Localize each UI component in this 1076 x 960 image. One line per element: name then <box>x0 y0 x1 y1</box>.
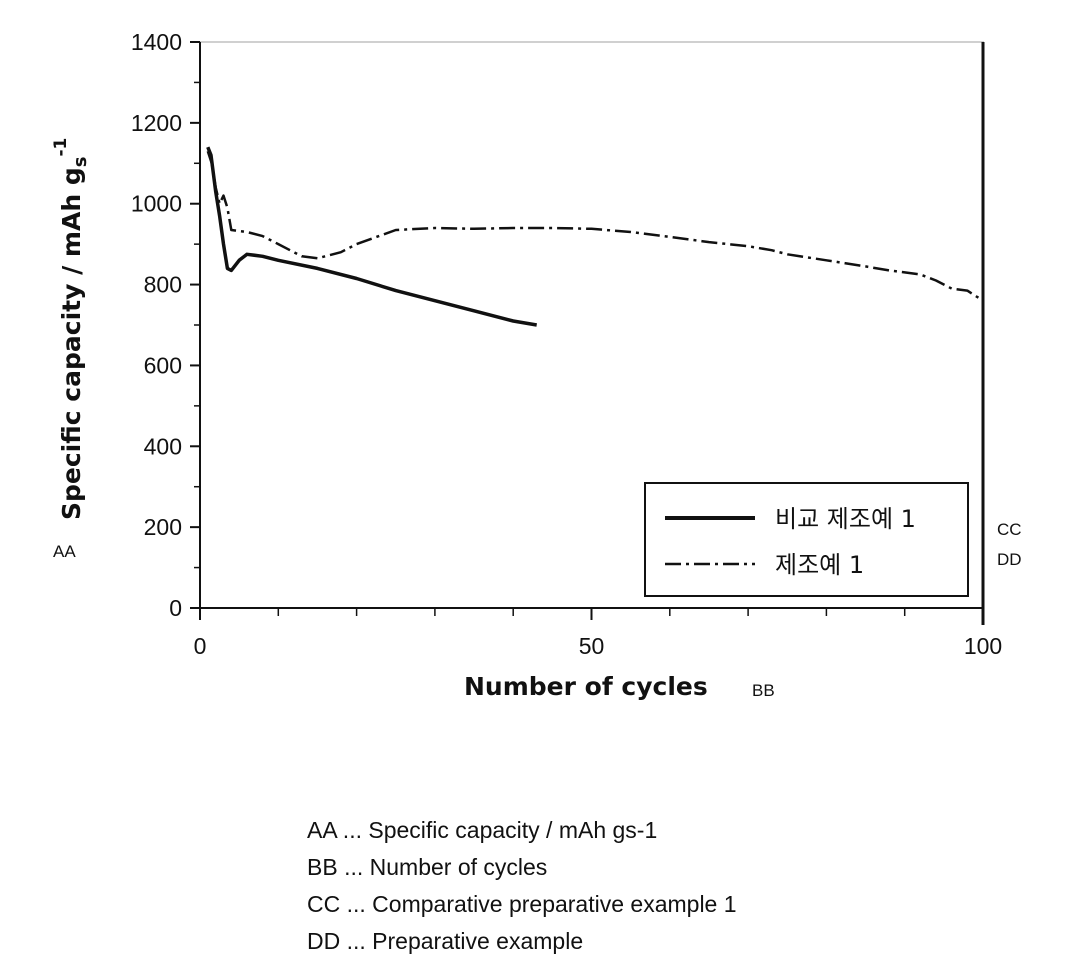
label-dd: DD <box>997 550 1022 569</box>
x-tick-label: 50 <box>579 633 605 659</box>
legend-label-preparative: 제조예 1 <box>775 551 864 579</box>
y-tick-label: 600 <box>144 352 182 378</box>
y-axis-ticks: 0 200 400 600 800 1000 1200 1400 <box>131 29 200 621</box>
legend: 비교 제조예 1 제조예 1 <box>645 483 968 596</box>
label-aa: AA <box>53 542 76 561</box>
label-bb: BB <box>752 681 775 700</box>
series-group <box>208 147 983 325</box>
x-axis-ticks: 0 50 100 <box>194 608 1003 659</box>
y-tick-label: 400 <box>144 433 182 459</box>
note-aa: AA ... Specific capacity / mAh gs-1 <box>307 812 737 849</box>
x-tick-label: 0 <box>194 633 207 659</box>
y-axis-title: Specific capacity / mAh gs-1 <box>51 138 91 520</box>
y-tick-label: 1400 <box>131 29 182 55</box>
x-tick-label: 100 <box>964 633 1002 659</box>
y-tick-label: 1000 <box>131 191 182 217</box>
legend-label-comparative: 비교 제조예 1 <box>775 505 916 533</box>
note-dd: DD ... Preparative example <box>307 923 737 960</box>
x-axis-title: Number of cycles <box>464 672 708 701</box>
y-tick-label: 0 <box>169 595 182 621</box>
y-tick-label: 200 <box>144 514 182 540</box>
series-line-comparative <box>208 147 537 325</box>
note-cc: CC ... Comparative preparative example 1 <box>307 886 737 923</box>
capacity-chart: 0 200 400 600 800 1000 1200 1400 0 50 100 Specifi… <box>0 0 1076 800</box>
y-tick-label: 1200 <box>131 110 182 136</box>
note-bb: BB ... Number of cycles <box>307 849 737 886</box>
series-line-preparative <box>208 151 983 301</box>
label-cc: CC <box>997 520 1022 539</box>
y-tick-label: 800 <box>144 272 182 298</box>
legend-box <box>645 483 968 596</box>
code-legend-notes: AA ... Specific capacity / mAh gs-1 BB .… <box>307 812 737 960</box>
